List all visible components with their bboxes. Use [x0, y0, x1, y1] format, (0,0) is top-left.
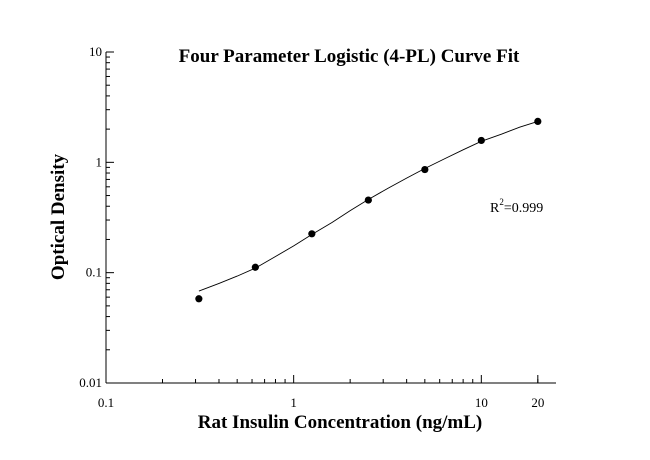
y-axis-label: Optical Density [48, 153, 69, 280]
data-point [195, 295, 203, 303]
x-tick-label: 20 [531, 395, 544, 410]
data-point [534, 117, 542, 125]
data-points [195, 117, 542, 303]
data-point [364, 196, 372, 204]
y-tick-label: 10 [89, 44, 102, 59]
chart-title: Four Parameter Logistic (4-PL) Curve Fit [179, 46, 520, 67]
y-tick-label: 1 [96, 154, 103, 169]
axes [105, 52, 556, 384]
r-squared-annotation: R2=0.999 [490, 197, 543, 216]
x-tick-label: 0.1 [98, 395, 114, 410]
y-ticks: 0.01 0.1 1 10 [79, 44, 114, 390]
x-ticks: 0.1 1 10 20 [98, 375, 544, 410]
x-axis-label: Rat Insulin Concentration (ng/mL) [198, 412, 483, 433]
x-tick-label: 1 [290, 395, 297, 410]
r-squared-superscript: 2 [499, 197, 504, 207]
x-tick-label: 10 [475, 395, 488, 410]
fit-curve [198, 120, 538, 292]
data-point [477, 136, 485, 145]
data-point [421, 165, 429, 174]
y-tick-label: 0.1 [86, 265, 102, 280]
y-tick-label: 0.01 [79, 375, 102, 390]
data-point [251, 263, 259, 271]
data-point [308, 230, 316, 238]
